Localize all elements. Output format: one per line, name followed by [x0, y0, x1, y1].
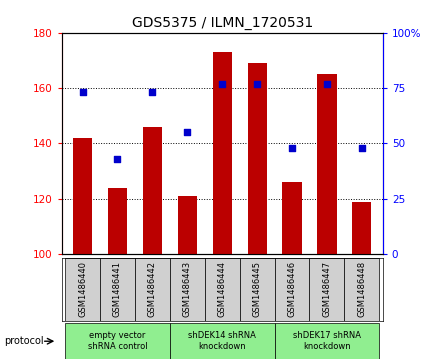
- Bar: [282, 182, 302, 254]
- Bar: [248, 63, 267, 254]
- Text: GSM1486441: GSM1486441: [113, 261, 122, 317]
- Text: shDEK17 shRNA
knockdown: shDEK17 shRNA knockdown: [293, 331, 361, 351]
- Point: [114, 156, 121, 162]
- Bar: [178, 196, 197, 254]
- Text: GSM1486442: GSM1486442: [148, 261, 157, 317]
- Bar: [170, 258, 205, 321]
- Point: [253, 81, 260, 86]
- Text: GSM1486448: GSM1486448: [357, 261, 367, 317]
- Text: GSM1486446: GSM1486446: [287, 261, 297, 317]
- Bar: [143, 127, 162, 254]
- Title: GDS5375 / ILMN_1720531: GDS5375 / ILMN_1720531: [132, 16, 313, 30]
- Point: [149, 90, 156, 95]
- Point: [184, 129, 191, 135]
- Text: protocol: protocol: [4, 336, 44, 346]
- Bar: [309, 258, 345, 321]
- Bar: [135, 258, 170, 321]
- Text: shDEK14 shRNA
knockdown: shDEK14 shRNA knockdown: [188, 331, 256, 351]
- Bar: [240, 258, 275, 321]
- Text: GSM1486444: GSM1486444: [218, 261, 227, 317]
- Bar: [352, 201, 371, 254]
- Bar: [108, 188, 127, 254]
- Text: GSM1486447: GSM1486447: [323, 261, 331, 317]
- Bar: [275, 258, 309, 321]
- Text: GSM1486440: GSM1486440: [78, 261, 87, 317]
- Bar: [65, 258, 100, 321]
- Point: [289, 145, 296, 151]
- Text: GSM1486443: GSM1486443: [183, 261, 192, 317]
- Text: empty vector
shRNA control: empty vector shRNA control: [88, 331, 147, 351]
- Bar: [275, 323, 379, 359]
- Bar: [100, 258, 135, 321]
- Bar: [213, 52, 232, 254]
- Point: [323, 81, 330, 86]
- Point: [219, 81, 226, 86]
- Bar: [73, 138, 92, 254]
- Bar: [170, 323, 275, 359]
- Text: GSM1486445: GSM1486445: [253, 261, 262, 317]
- Bar: [345, 258, 379, 321]
- Point: [79, 90, 86, 95]
- Point: [358, 145, 365, 151]
- Bar: [205, 258, 240, 321]
- Bar: [65, 323, 170, 359]
- Bar: [317, 74, 337, 254]
